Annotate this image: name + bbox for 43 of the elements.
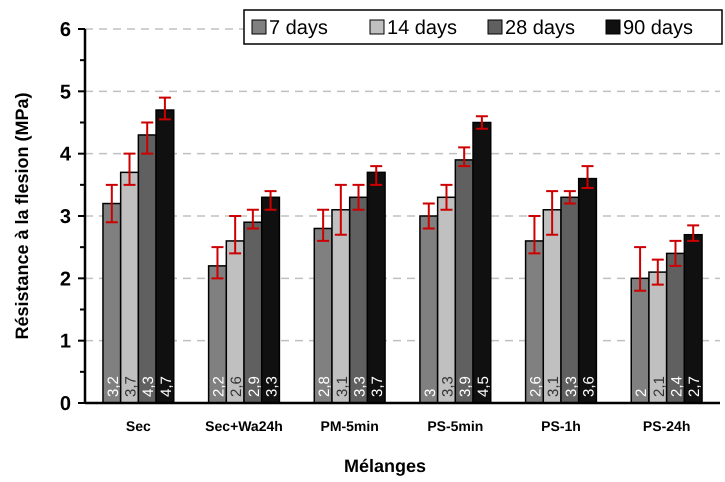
data-label: 3,1 bbox=[545, 376, 562, 397]
y-tick-label: 0 bbox=[60, 393, 71, 415]
data-label: 2,7 bbox=[686, 376, 704, 397]
data-label: 2 bbox=[633, 388, 650, 397]
data-label: 3,1 bbox=[334, 376, 351, 397]
legend-label: 14 days bbox=[387, 17, 458, 39]
y-tick-label: 2 bbox=[60, 268, 71, 290]
y-tick-label: 4 bbox=[60, 144, 72, 166]
legend-label: 90 days bbox=[623, 17, 694, 39]
data-label: 3,7 bbox=[122, 376, 140, 397]
data-label: 4,5 bbox=[474, 376, 492, 397]
data-label: 3 bbox=[422, 388, 439, 397]
data-label: 3,3 bbox=[352, 376, 369, 397]
data-label: 4,7 bbox=[158, 376, 175, 397]
data-label: 3,9 bbox=[457, 376, 474, 397]
x-tick-label: PS-5min bbox=[427, 418, 484, 434]
y-tick-label: 3 bbox=[60, 206, 71, 228]
x-tick-label: Sec+Wa24h bbox=[205, 418, 283, 434]
data-label: 3,2 bbox=[104, 376, 122, 397]
data-label: 3,7 bbox=[369, 376, 386, 397]
data-label: 3,3 bbox=[562, 376, 580, 397]
y-axis-title: Résistance à la flesion (MPa) bbox=[12, 92, 32, 340]
data-label: 2,6 bbox=[527, 376, 544, 397]
legend-label: 28 days bbox=[505, 17, 576, 39]
data-label: 2,2 bbox=[210, 376, 228, 397]
legend-label: 7 days bbox=[269, 17, 328, 39]
x-tick-label: PS-1h bbox=[541, 418, 581, 434]
y-tick-label: 6 bbox=[60, 19, 71, 41]
data-label: 2,8 bbox=[316, 376, 334, 397]
data-label: 2,6 bbox=[228, 376, 246, 397]
data-label: 2,9 bbox=[246, 376, 263, 397]
x-tick-label: PM-5min bbox=[320, 418, 379, 434]
data-label: 4,3 bbox=[140, 376, 158, 397]
x-tick-label: Sec bbox=[126, 418, 152, 434]
x-tick-label: PS-24h bbox=[642, 418, 690, 434]
data-label: 2,1 bbox=[650, 376, 668, 397]
data-label: 3,3 bbox=[264, 376, 281, 397]
y-tick-label: 1 bbox=[60, 330, 71, 353]
data-label: 3,3 bbox=[439, 376, 456, 397]
x-axis-title: Mélanges bbox=[344, 456, 426, 476]
data-label: 3,6 bbox=[580, 376, 598, 397]
y-tick-label: 5 bbox=[60, 81, 71, 104]
data-label: 2,4 bbox=[668, 376, 686, 397]
